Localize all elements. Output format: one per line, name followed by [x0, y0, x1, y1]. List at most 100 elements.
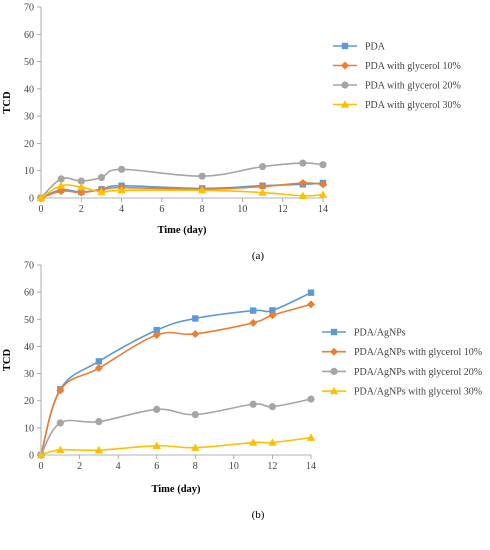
legend-label: PDA/AgNPs with glycerol 10% — [354, 347, 482, 358]
x-tick-label: 2 — [79, 204, 84, 215]
data-point — [249, 307, 257, 314]
data-point — [307, 300, 315, 309]
x-tick-label: 0 — [39, 204, 44, 215]
data-point — [77, 188, 86, 197]
data-point — [56, 386, 65, 395]
legend-marker — [330, 347, 338, 356]
data-point — [95, 418, 103, 426]
data-point — [97, 173, 106, 182]
axes: 0 10 20 30 40 50 60 70 0 2 4 6 8 10 12 14 — [24, 3, 328, 216]
legend-label: PDA/AgNPs — [354, 328, 406, 339]
data-point — [153, 405, 161, 413]
y-tick-label: 10 — [24, 166, 34, 177]
y-tick-label: 50 — [24, 57, 34, 68]
x-tick-label: 14 — [306, 461, 316, 472]
x-tick-label: 12 — [278, 204, 288, 215]
data-point — [94, 364, 103, 373]
data-point — [269, 307, 276, 314]
x-tick-label: 0 — [39, 461, 44, 472]
data-point — [198, 172, 206, 180]
y-tick-label: 50 — [24, 315, 34, 326]
data-point — [191, 329, 200, 338]
y-tick-label: 40 — [24, 84, 34, 95]
y-tick-label: 70 — [24, 261, 34, 272]
y-tick-label: 70 — [24, 3, 34, 14]
y-tick-label: 0 — [29, 451, 34, 462]
y-tick-label: 60 — [24, 30, 34, 41]
data-point — [299, 159, 307, 167]
x-tick-label: 10 — [229, 461, 239, 472]
legend-item: PDA with glycerol 30% — [333, 100, 461, 111]
data-point — [258, 163, 267, 171]
data-point — [319, 161, 327, 169]
legend-item: PDA/AgNPs with glycerol 10% — [322, 347, 482, 358]
x-tick-label: 2 — [77, 461, 82, 472]
series-line — [40, 303, 312, 456]
data-point — [258, 188, 267, 196]
x-tick-label: 4 — [119, 204, 124, 215]
chart-panel-b: 0 10 20 30 40 50 60 70 0 2 4 6 8 10 12 14 Time (day) TCD P… — [2, 261, 482, 522]
legend-item: PDA with glycerol 10% — [333, 61, 461, 72]
x-axis-title: Time (day) — [151, 484, 201, 495]
data-point — [249, 400, 257, 408]
x-tick-label: 10 — [237, 204, 247, 215]
legend-item: PDA/AgNPs with glycerol 20% — [322, 367, 482, 378]
data-point — [319, 180, 327, 189]
x-tick-label: 12 — [267, 461, 277, 472]
data-point — [56, 445, 65, 454]
series-line — [40, 436, 312, 456]
data-point — [117, 186, 126, 194]
x-tick-label: 14 — [318, 204, 328, 215]
data-point — [152, 441, 161, 449]
legend-item: PDA/AgNPs with glycerol 30% — [322, 387, 482, 398]
legend-label: PDA with glycerol 20% — [365, 81, 461, 92]
y-tick-label: 40 — [24, 342, 34, 353]
y-axis-title: TCD — [2, 348, 13, 371]
data-point — [57, 187, 66, 196]
legend-label: PDA/AgNPs with glycerol 30% — [354, 387, 482, 398]
data-point — [268, 311, 277, 320]
y-tick-label: 20 — [24, 396, 34, 407]
panel-label: (b) — [252, 509, 265, 521]
data-point — [94, 445, 104, 454]
legend-marker — [330, 328, 338, 336]
legend-marker — [341, 61, 349, 70]
legend-label: PDA/AgNPs with glycerol 20% — [354, 367, 482, 378]
data-point — [298, 191, 308, 200]
x-axis-title: Time (day) — [157, 225, 207, 236]
data-point — [56, 419, 64, 427]
data-point — [95, 358, 103, 365]
legend: PDA/AgNPs PDA/AgNPs with glycerol 10% PDA/… — [322, 328, 482, 398]
y-tick-label: 30 — [24, 112, 34, 123]
x-tick-label: 4 — [116, 461, 121, 472]
y-tick-label: 30 — [24, 369, 34, 380]
y-tick-label: 60 — [24, 288, 34, 299]
data-point — [192, 315, 199, 322]
legend-item: PDA — [333, 42, 386, 53]
data-point — [152, 331, 161, 340]
axes: 0 10 20 30 40 50 60 70 0 2 4 6 8 10 12 14 — [24, 261, 316, 473]
legend-label: PDA — [365, 42, 386, 53]
data-point — [57, 175, 65, 183]
x-tick-label: 8 — [200, 204, 205, 215]
data-point — [191, 443, 200, 451]
x-tick-label: 6 — [154, 461, 159, 472]
data-point — [318, 190, 328, 198]
legend-marker — [340, 100, 350, 108]
legend-marker — [330, 367, 338, 375]
y-axis-title: TCD — [2, 91, 13, 114]
data-point — [197, 186, 207, 194]
x-tick-label: 6 — [159, 204, 164, 215]
data-point — [268, 403, 277, 411]
legend: PDA PDA with glycerol 10% PDA with glycero… — [333, 42, 461, 111]
legend-marker — [329, 386, 339, 395]
data-point — [56, 181, 66, 189]
y-tick-label: 0 — [29, 194, 34, 205]
legend-item: PDA with glycerol 20% — [333, 81, 461, 92]
y-tick-label: 20 — [24, 139, 34, 150]
data-point — [153, 326, 160, 334]
series-4 — [36, 433, 316, 459]
legend-marker — [341, 42, 349, 50]
legend-marker — [341, 81, 349, 89]
